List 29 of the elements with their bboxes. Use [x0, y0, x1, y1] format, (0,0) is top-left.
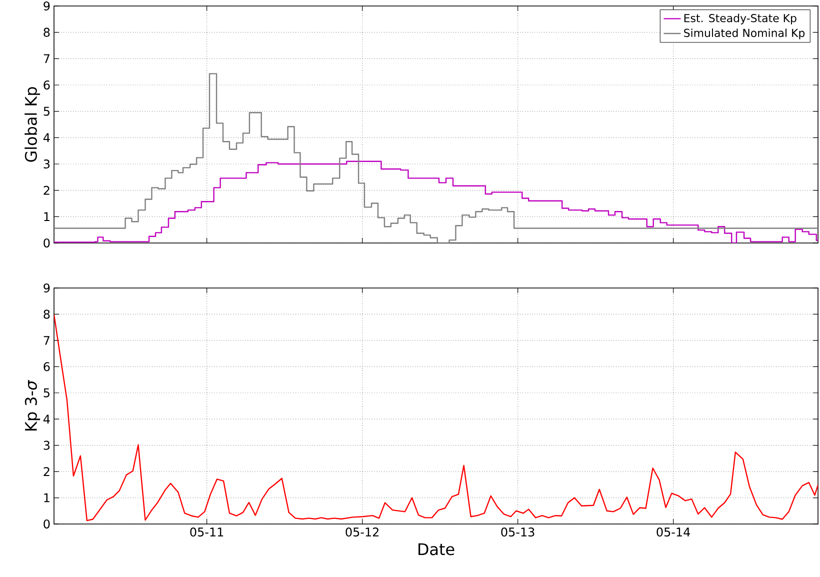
y-tick-label: 7 [44, 54, 50, 64]
x-tick-label: 05-11 [190, 528, 224, 537]
y-tick-label: 0 [44, 238, 50, 248]
y-tick-label: 2 [44, 186, 50, 195]
y-tick-label: 1 [44, 493, 50, 502]
y-tick-label: 9 [44, 1, 50, 11]
y-tick-label: 6 [44, 80, 50, 90]
y-tick-label: 3 [44, 440, 50, 450]
y-tick-label: 6 [44, 362, 50, 372]
y-tick-label: 0 [44, 519, 50, 529]
y-tick-label: 8 [44, 310, 50, 319]
x-tick-label: 05-14 [656, 528, 690, 537]
y-tick-label: 5 [44, 106, 50, 116]
y-tick-label: 1 [44, 212, 50, 222]
legend-label: Simulated Nominal Kp [684, 28, 805, 40]
y-tick-label: 2 [44, 467, 50, 476]
y-tick-label: 4 [43, 414, 50, 424]
y-tick-label: 5 [44, 388, 50, 398]
y-tick-label: 4 [43, 133, 50, 142]
y-tick-label: 7 [44, 336, 50, 345]
y-axis-title: Global Kp [24, 87, 40, 162]
x-tick-label: 05-12 [346, 528, 378, 537]
y-axis-title: Kp 3-σ [24, 380, 40, 430]
y-tick-label: 3 [44, 159, 50, 169]
y-tick-label: 9 [44, 283, 50, 293]
y-tick-label: 8 [44, 28, 50, 37]
legend-label: Est. Steady-State Kp [684, 14, 796, 24]
x-tick-label: 05-13 [501, 528, 534, 537]
x-axis-title: Date [418, 543, 454, 556]
